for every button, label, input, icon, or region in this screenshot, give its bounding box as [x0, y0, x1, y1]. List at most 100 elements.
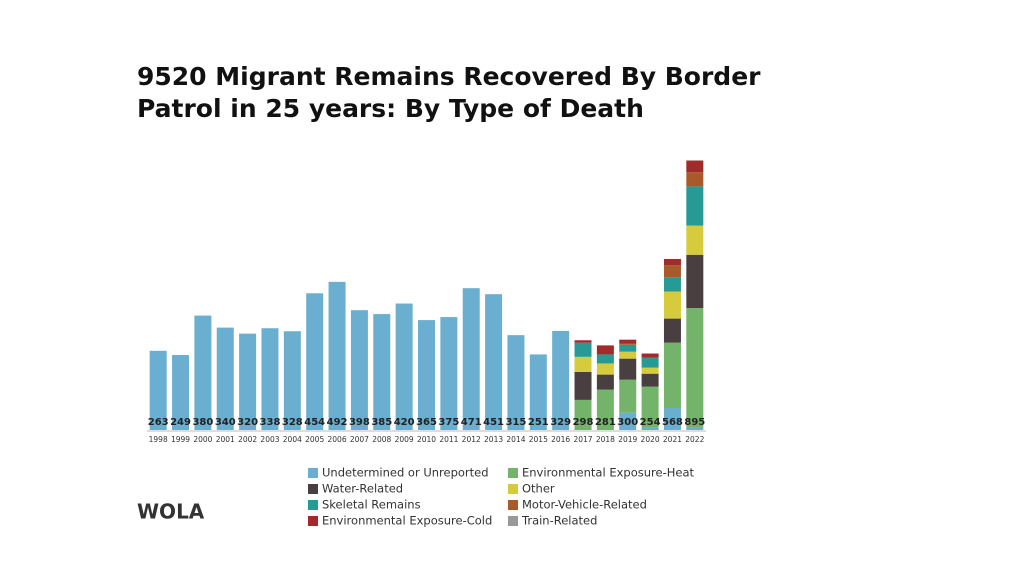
bar-segment — [686, 254, 704, 309]
x-tick-label: 2011 — [439, 435, 458, 444]
bar-segment — [663, 318, 681, 343]
bar-segment — [641, 357, 659, 368]
bar-segment — [239, 333, 257, 430]
bar-segment — [574, 356, 592, 372]
total-label: 492 — [327, 417, 348, 428]
legend-label: Skeletal Remains — [322, 498, 421, 512]
x-tick-label: 2019 — [618, 435, 637, 444]
bar-segment — [395, 303, 413, 430]
total-label: 338 — [260, 417, 281, 428]
bar-segment — [216, 327, 234, 430]
total-label: 451 — [483, 417, 504, 428]
bar-segment — [328, 281, 346, 430]
bar-segment — [663, 265, 681, 278]
x-tick-label: 2001 — [216, 435, 235, 444]
bar-segment — [194, 315, 212, 430]
x-tick-label: 2021 — [663, 435, 682, 444]
legend-label: Undetermined or Unreported — [322, 466, 489, 480]
bar-segment — [552, 330, 570, 430]
legend-label: Motor-Vehicle-Related — [522, 498, 647, 512]
x-tick-label: 2015 — [529, 435, 548, 444]
total-label: 300 — [617, 417, 638, 428]
bar-segment — [641, 373, 659, 387]
bar-segment — [529, 354, 547, 430]
legend-swatch — [308, 500, 318, 510]
total-label: 281 — [595, 417, 616, 428]
bar-segment — [462, 288, 480, 430]
legend-swatch — [508, 516, 518, 526]
bar-segment — [596, 363, 614, 375]
total-label: 375 — [438, 417, 459, 428]
x-tick-label: 2007 — [350, 435, 369, 444]
bar-segment — [641, 427, 659, 430]
total-label: 328 — [282, 417, 303, 428]
bar-segment — [418, 320, 435, 430]
total-label: 329 — [550, 417, 571, 428]
legend-label: Other — [522, 482, 555, 496]
bar-segment — [619, 343, 637, 345]
total-label: 249 — [170, 417, 191, 428]
x-tick-label: 2012 — [462, 435, 481, 444]
x-tick-label: 2005 — [305, 435, 324, 444]
legend-swatch — [308, 468, 318, 478]
legend-label: Environmental Exposure-Heat — [522, 466, 694, 480]
x-tick-label: 2020 — [641, 435, 660, 444]
total-label: 454 — [304, 417, 325, 428]
x-tick-label: 2017 — [573, 435, 592, 444]
bar-segment — [686, 308, 704, 427]
bar-segment — [373, 314, 391, 430]
bar-segment — [149, 350, 167, 430]
total-label: 895 — [684, 417, 705, 428]
bar-segment — [663, 342, 681, 409]
total-label: 251 — [528, 417, 549, 428]
x-tick-label: 2002 — [238, 435, 257, 444]
chart-title: 9520 Migrant Remains Recovered By Border — [137, 62, 761, 91]
bar-segment — [663, 408, 681, 430]
total-label: 365 — [416, 417, 437, 428]
logo: WOLA — [137, 500, 205, 524]
x-tick-label: 2004 — [283, 435, 302, 444]
bar-segment — [574, 371, 592, 400]
bar-segment — [641, 353, 659, 358]
legend-label: Environmental Exposure-Cold — [322, 514, 492, 528]
x-tick-label: 2018 — [596, 435, 615, 444]
bar-segment — [596, 374, 614, 390]
bar-segment — [619, 351, 637, 359]
bar-segment — [686, 225, 704, 255]
bar-segment — [596, 389, 614, 430]
x-tick-label: 2016 — [551, 435, 570, 444]
total-label: 254 — [640, 417, 661, 428]
bar-segment — [619, 412, 637, 430]
bar-segment — [641, 386, 659, 428]
bar-segment — [306, 293, 324, 430]
bar-segment — [686, 186, 704, 226]
bar-segment — [507, 335, 525, 430]
total-label: 385 — [371, 417, 392, 428]
x-tick-label: 1999 — [171, 435, 190, 444]
total-label: 380 — [192, 417, 213, 428]
bar-segment — [619, 379, 637, 413]
bar-segment — [663, 291, 681, 319]
chart-title: Patrol in 25 years: By Type of Death — [137, 94, 644, 123]
x-tick-label: 2013 — [484, 435, 503, 444]
bar-segment — [686, 172, 704, 187]
legend-label: Water-Related — [322, 482, 403, 496]
x-tick-label: 2000 — [193, 435, 212, 444]
total-label: 320 — [237, 417, 258, 428]
bar-segment — [686, 426, 704, 430]
x-tick-label: 2014 — [506, 435, 525, 444]
bar-segment — [440, 317, 458, 430]
bar-segment — [485, 294, 503, 430]
x-tick-label: 2003 — [260, 435, 279, 444]
bar-segment — [619, 339, 637, 344]
x-tick-label: 2009 — [395, 435, 414, 444]
x-tick-label: 2006 — [328, 435, 347, 444]
bar-segment — [641, 367, 659, 374]
total-label: 398 — [349, 417, 370, 428]
legend-swatch — [308, 484, 318, 494]
bar-segment — [172, 355, 190, 430]
bar-segment — [574, 340, 592, 343]
legend-label: Train-Related — [521, 514, 597, 528]
bar-segment — [663, 258, 681, 266]
